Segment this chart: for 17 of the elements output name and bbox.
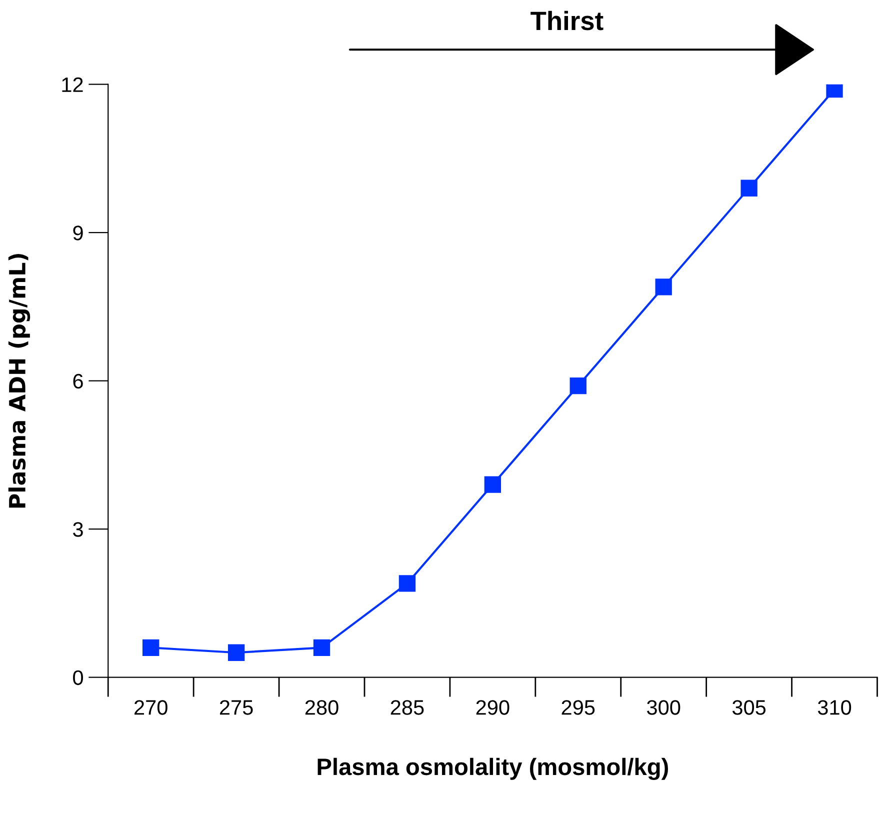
text: Thirst	[530, 10, 604, 30]
y-tick-label: 0	[73, 670, 83, 686]
x-tick-label: 310	[818, 700, 852, 715]
x-tick-label: 290	[476, 700, 510, 715]
x-tick-label: 285	[390, 700, 424, 715]
x-tick-label: 280	[305, 700, 338, 715]
y-axis-title: Plasma ADH (pg/mL)	[8, 254, 30, 508]
x-tick-label: 270	[134, 700, 168, 715]
y-tick-label: 3	[73, 522, 83, 537]
x-tick-label: 305	[732, 700, 766, 715]
y-tick-label: 6	[73, 374, 83, 389]
x-tick-label: 275	[220, 700, 253, 715]
x-tick-label: 295	[562, 700, 595, 715]
x-axis-title: Plasma osmolality (mosmol/kg)	[318, 758, 668, 780]
y-tick-label: 12	[62, 77, 83, 92]
x-tick-label: 300	[647, 700, 680, 715]
y-tick-label: 9	[73, 226, 83, 240]
